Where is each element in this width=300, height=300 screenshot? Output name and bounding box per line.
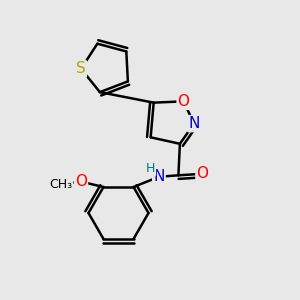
Text: H: H [146, 162, 155, 175]
Text: N: N [153, 169, 165, 184]
Text: CH₃: CH₃ [49, 178, 72, 190]
Text: O: O [75, 174, 87, 189]
Text: S: S [76, 61, 86, 76]
Text: O: O [178, 94, 190, 109]
Text: O: O [196, 166, 208, 181]
Text: N: N [188, 116, 200, 131]
